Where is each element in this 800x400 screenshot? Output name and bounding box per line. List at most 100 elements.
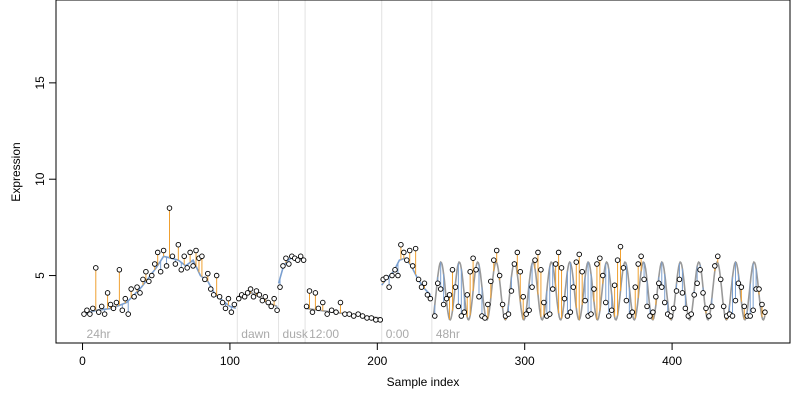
x-tick-label-1: 100 bbox=[220, 354, 240, 368]
data-point-24 bbox=[152, 261, 158, 267]
data-point-164 bbox=[588, 311, 594, 317]
data-point-107 bbox=[418, 284, 425, 290]
data-point-118 bbox=[452, 284, 459, 290]
region-labels: 24hr dawn dusk 12:00 0:00 48hr bbox=[87, 327, 460, 341]
data-point-172 bbox=[611, 282, 618, 288]
data-point-195 bbox=[679, 290, 686, 296]
data-point-208 bbox=[717, 276, 724, 283]
x-tick-label-3: 300 bbox=[515, 354, 535, 368]
data-point-145 bbox=[532, 257, 538, 263]
data-point-47 bbox=[219, 299, 226, 306]
data-point-133 bbox=[496, 272, 503, 279]
data-point-128 bbox=[482, 315, 488, 321]
y-tick-label-2: 15 bbox=[33, 76, 47, 90]
data-point-75 bbox=[303, 303, 310, 310]
data-point-54 bbox=[241, 294, 248, 300]
data-point-90 bbox=[364, 315, 370, 321]
data-point-166 bbox=[594, 261, 600, 267]
data-point-96 bbox=[386, 284, 392, 290]
data-point-143 bbox=[526, 307, 532, 313]
data-point-73 bbox=[297, 253, 304, 260]
data-point-48 bbox=[222, 305, 229, 312]
data-point-85 bbox=[342, 311, 348, 317]
data-point-50 bbox=[228, 309, 235, 315]
data-point-146 bbox=[535, 249, 541, 256]
data-point-44 bbox=[210, 292, 217, 298]
data-point-168 bbox=[600, 272, 606, 279]
data-point-192 bbox=[670, 305, 677, 312]
data-point-199 bbox=[691, 292, 697, 298]
data-point-139 bbox=[514, 249, 521, 256]
region-label-4: 0:00 bbox=[386, 327, 410, 341]
data-point-100 bbox=[398, 241, 404, 248]
y-axis-label: Expression bbox=[9, 142, 23, 201]
data-point-176 bbox=[623, 297, 630, 304]
data-point-193 bbox=[673, 288, 680, 294]
data-point-27 bbox=[160, 247, 167, 254]
data-point-205 bbox=[709, 303, 715, 310]
separator-lines bbox=[236, 0, 433, 343]
data-point-161 bbox=[579, 268, 585, 275]
data-point-37 bbox=[190, 263, 196, 269]
data-point-162 bbox=[582, 297, 588, 304]
data-point-204 bbox=[706, 313, 712, 319]
data-point-131 bbox=[490, 257, 497, 263]
data-point-10 bbox=[110, 305, 117, 312]
data-point-8 bbox=[104, 290, 111, 296]
data-point-180 bbox=[635, 261, 641, 267]
data-point-32 bbox=[175, 241, 182, 248]
data-point-16 bbox=[128, 286, 134, 292]
data-point-148 bbox=[541, 299, 547, 306]
data-point-43 bbox=[208, 286, 214, 292]
data-point-174 bbox=[617, 243, 624, 250]
x-tick-label-4: 400 bbox=[662, 354, 682, 368]
data-point-182 bbox=[641, 276, 647, 283]
data-point-154 bbox=[558, 265, 565, 271]
data-point-18 bbox=[134, 284, 140, 290]
data-point-147 bbox=[538, 267, 544, 273]
data-point-132 bbox=[493, 247, 500, 254]
data-point-138 bbox=[511, 261, 518, 267]
data-point-209 bbox=[720, 303, 727, 310]
data-point-136 bbox=[505, 311, 512, 317]
region-label-0: 24hr bbox=[87, 327, 111, 341]
data-point-151 bbox=[549, 286, 556, 292]
data-point-62 bbox=[265, 299, 271, 306]
data-point-49 bbox=[225, 295, 232, 302]
data-points bbox=[81, 205, 768, 323]
data-point-64 bbox=[271, 295, 277, 302]
data-point-97 bbox=[389, 272, 395, 279]
data-point-86 bbox=[346, 311, 353, 317]
region-label-3: 12:00 bbox=[309, 327, 339, 341]
data-point-2 bbox=[87, 311, 93, 317]
x-tick-label-0: 0 bbox=[79, 354, 86, 368]
data-point-14 bbox=[122, 295, 129, 302]
data-point-185 bbox=[650, 309, 656, 315]
data-point-200 bbox=[694, 280, 700, 287]
data-point-140 bbox=[517, 268, 524, 275]
data-point-103 bbox=[406, 247, 413, 254]
data-point-69 bbox=[286, 261, 292, 267]
data-point-74 bbox=[300, 257, 307, 263]
data-point-113 bbox=[437, 286, 444, 292]
data-point-46 bbox=[216, 294, 223, 300]
data-point-4 bbox=[93, 265, 99, 271]
data-point-212 bbox=[729, 313, 736, 319]
y-tick-label-0: 5 bbox=[33, 272, 47, 279]
data-point-124 bbox=[470, 255, 476, 261]
data-point-25 bbox=[154, 249, 161, 256]
data-point-63 bbox=[268, 303, 274, 310]
data-point-6 bbox=[98, 303, 105, 310]
x-axis-label: Sample index bbox=[387, 375, 460, 389]
data-point-30 bbox=[169, 253, 176, 260]
data-point-170 bbox=[605, 313, 612, 319]
data-point-202 bbox=[700, 290, 706, 296]
data-point-19 bbox=[137, 290, 143, 296]
data-point-130 bbox=[488, 278, 494, 285]
data-point-123 bbox=[467, 268, 473, 275]
data-point-59 bbox=[256, 292, 263, 298]
data-point-116 bbox=[446, 292, 453, 298]
data-point-189 bbox=[661, 299, 668, 306]
data-point-165 bbox=[591, 286, 597, 292]
data-point-223 bbox=[762, 309, 768, 315]
